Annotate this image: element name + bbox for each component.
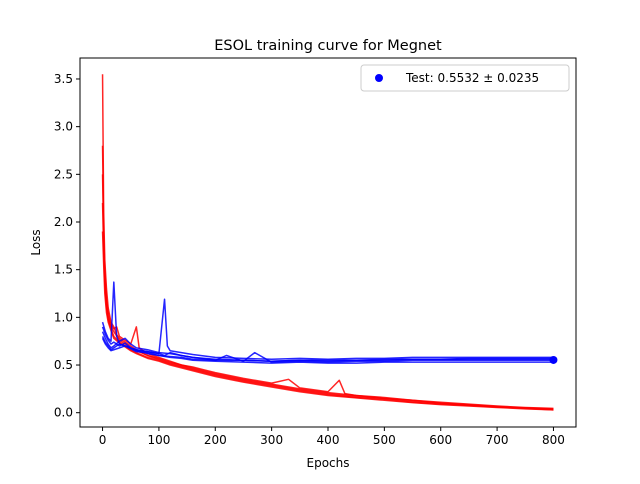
x-tick-label: 100: [147, 433, 170, 447]
series-layer: [101, 74, 558, 411]
legend-frame: [360, 64, 570, 92]
y-tick-label: 1.0: [54, 310, 73, 324]
test-score-point: [549, 355, 558, 364]
x-tick-label: 300: [260, 433, 283, 447]
y-tick-label: 1.5: [54, 263, 73, 277]
y-axis-label: Loss: [29, 229, 43, 255]
x-tick-label: 800: [542, 433, 565, 447]
legend: Test: 0.5532 ± 0.0235: [360, 64, 570, 92]
validation-loss-line-8: [101, 336, 554, 364]
x-tick-label: 200: [204, 433, 227, 447]
legend-marker-test: [375, 74, 383, 82]
y-tick-label: 0.5: [54, 358, 73, 372]
x-tick-label: 0: [99, 433, 107, 447]
y-tick-label: 3.5: [54, 72, 73, 86]
training-loss-line-4: [101, 231, 554, 411]
chart-title: ESOL training curve for Megnet: [214, 38, 442, 54]
x-tick-label: 600: [429, 433, 452, 447]
y-tick-label: 3.0: [54, 120, 73, 134]
x-tick-label: 700: [486, 433, 509, 447]
y-tick-label: 2.0: [54, 215, 73, 229]
y-tick-label: 2.5: [54, 167, 73, 181]
x-tick-label: 400: [317, 433, 340, 447]
validation-loss-line-9: [101, 337, 554, 362]
x-tick-label: 500: [373, 433, 396, 447]
ticks-layer: 0 100 200 300 400 500 600 700 800 0.0 0.5 1.0 1.5 2.0…: [54, 72, 565, 447]
legend-label-test: Test: 0.5532 ± 0.0235: [405, 71, 539, 85]
x-axis-label: Epochs: [307, 456, 350, 470]
y-tick-label: 0.0: [54, 406, 73, 420]
